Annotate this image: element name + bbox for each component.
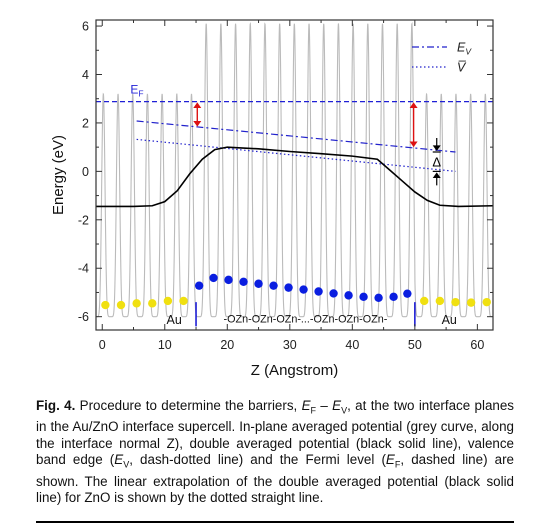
y-tick-label: 2 <box>82 116 89 130</box>
region-label: Au <box>167 313 182 327</box>
caption-text: , dashed line) are shown. The linear ext… <box>36 452 514 506</box>
extrapolated-potential-line <box>136 138 456 172</box>
delta-arrow-head <box>432 172 441 178</box>
delta-arrow-head <box>432 145 441 151</box>
atom-marker <box>224 275 233 285</box>
caption-text: , at the two interface planes in the Au/… <box>36 398 514 468</box>
chart-frame-group <box>95 19 494 331</box>
caption-ef-subscript: F <box>310 405 317 416</box>
atom-marker <box>389 292 398 302</box>
atom-markers-group <box>101 273 491 310</box>
figure-caption: Fig. 4. Procedure to determine the barri… <box>36 398 514 507</box>
atom-marker <box>374 293 383 302</box>
chart-lines-group <box>96 100 494 327</box>
x-tick-label: 50 <box>408 338 422 352</box>
region-label: -OZn-OZn-OZn-...-OZn-OZn-OZn- <box>224 314 388 326</box>
x-tick-label: 40 <box>345 338 359 352</box>
barrier-arrow-head <box>409 102 418 108</box>
chart-text-group: Δ 0 10 20 30 40 50 60 -6 -4 -2 0 2 4 6 Z (Angstrom) Ener… <box>50 20 484 379</box>
legend-label-subscript: V <box>465 47 472 57</box>
atom-marker <box>466 298 476 307</box>
x-tick-label: 20 <box>220 338 234 352</box>
barrier-arrow-head <box>193 102 202 108</box>
atom-marker <box>420 296 429 306</box>
x-tick-label: 30 <box>283 338 297 352</box>
caption-ef-subscript: F <box>394 460 401 471</box>
caption-text: , dash-dotted line) and the Fermi level … <box>129 452 386 468</box>
caption-ev-symbol: E <box>332 398 342 413</box>
atom-marker <box>116 300 126 310</box>
y-tick-label: -2 <box>78 213 89 227</box>
y-tick-label: -6 <box>78 310 89 324</box>
plot-frame <box>95 19 494 331</box>
caption-ef-symbol: E <box>385 452 395 468</box>
x-tick-label: 0 <box>99 338 106 352</box>
atom-marker <box>101 300 110 310</box>
caption-text: – <box>316 398 333 413</box>
caption-figure-number: Fig. 4. <box>36 398 76 413</box>
x-tick-label: 60 <box>470 338 484 352</box>
caption-divider <box>36 521 514 523</box>
y-tick-label: 6 <box>82 20 89 34</box>
barrier-arrow-head <box>193 120 202 127</box>
atom-marker <box>148 299 157 308</box>
atom-marker <box>329 289 338 298</box>
atom-marker <box>284 283 293 292</box>
atom-marker <box>435 296 445 306</box>
caption-ev-symbol: E <box>114 452 124 468</box>
atom-marker <box>179 296 188 306</box>
atom-marker <box>163 296 173 306</box>
atom-marker <box>209 273 218 283</box>
caption-ef-symbol: E <box>301 398 311 413</box>
double-averaged-potential-line <box>96 146 494 208</box>
planar-averaged-potential-group <box>96 21 493 318</box>
atom-marker <box>194 281 204 290</box>
y-axis-label: Energy (eV) <box>50 135 67 215</box>
caption-ev-subscript: V <box>123 460 130 471</box>
y-tick-label: 0 <box>82 165 89 179</box>
y-tick-label: 4 <box>82 68 89 82</box>
x-axis-label: Z (Angstrom) <box>251 362 339 379</box>
region-label: Au <box>442 313 457 327</box>
planar-averaged-potential-line <box>96 21 493 318</box>
y-tick-label: -4 <box>78 262 89 276</box>
atom-marker <box>132 299 141 308</box>
caption-ev-subscript: V <box>341 405 348 416</box>
atom-marker <box>269 281 278 290</box>
delta-label: Δ <box>432 155 441 170</box>
atom-marker <box>344 291 353 300</box>
atom-marker <box>359 292 368 302</box>
barrier-arrow-head <box>409 141 418 148</box>
fermi-level-label-subscript: F <box>138 89 143 99</box>
atom-marker <box>299 285 308 294</box>
valence-band-edge-line <box>136 120 456 153</box>
atom-marker <box>403 289 412 298</box>
atom-marker <box>239 277 248 287</box>
atom-marker <box>254 279 263 288</box>
atom-marker <box>314 287 323 296</box>
legend-label: EV <box>457 41 472 57</box>
atom-marker <box>482 297 491 307</box>
caption-text: Procedure to determine the barriers, <box>75 398 302 413</box>
fermi-level-label: EF <box>130 83 143 99</box>
energy-profile-chart: Δ 0 10 20 30 40 50 60 -6 -4 -2 0 2 4 6 Z (Angstrom) Ener… <box>50 19 494 379</box>
x-tick-label: 10 <box>158 338 172 352</box>
atom-marker <box>451 297 460 307</box>
legend-label: V̅ <box>457 61 467 75</box>
